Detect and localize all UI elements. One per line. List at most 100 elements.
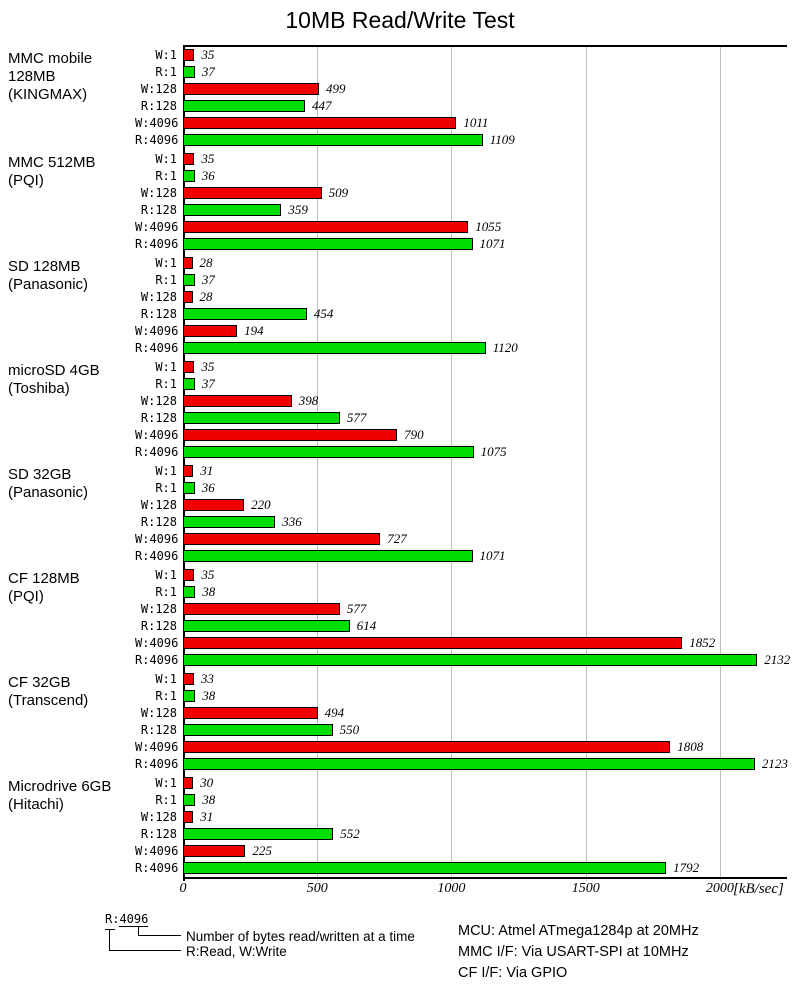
category-label: W:128 [140, 82, 177, 96]
bar-value-label: 37 [201, 272, 215, 287]
bar-row: R:1 38 [135, 792, 699, 807]
bar-read [183, 308, 307, 320]
gridline [585, 47, 587, 881]
bar-read [183, 620, 350, 632]
bar-value-label: 447 [312, 98, 332, 113]
category-label: R:1 [155, 377, 177, 391]
group-label: Microdrive 6GB (Hitachi) [8, 777, 135, 874]
bar-row: W:1 35 [135, 48, 515, 61]
bar-value-label: 28 [199, 289, 213, 304]
bar-read [183, 794, 196, 806]
bar-value-label: 38 [202, 792, 216, 807]
category-label: W:4096 [135, 428, 179, 442]
note-line: MCU: Atmel ATmega1284p at 20MHz [458, 923, 699, 939]
bar-row: W:128 494 [135, 706, 788, 719]
bar-row: W:1 31 [135, 463, 506, 478]
category-label: W:128 [140, 810, 177, 824]
category-label: W:1 [155, 672, 177, 686]
note-line: CF I/F: Via GPIO [458, 965, 568, 981]
bar-row: R:128 552 [135, 827, 699, 840]
group-label-line: (Hitachi) [8, 796, 64, 813]
bar-row: W:128 509 [135, 186, 506, 199]
bar-read [183, 690, 196, 702]
bar-value-label: 398 [298, 393, 319, 408]
bar-row: R:4096 1075 [135, 444, 507, 459]
bar-row: W:4096 1808 [135, 739, 788, 754]
x-axis-line [183, 877, 787, 879]
x-tick-label: 500 [306, 881, 328, 896]
bar-value-label: 31 [200, 463, 214, 478]
bar-value-label: 1071 [479, 236, 506, 251]
bar-value-label: 1075 [480, 444, 507, 459]
bar-value-label: 30 [200, 775, 214, 790]
category-label: W:1 [155, 152, 177, 166]
note-line: MMC I/F: Via USART-SPI at 10MHz [458, 944, 689, 960]
hardware-notes: MCU: Atmel ATmega1284p at 20MHz MMC I/F: … [458, 921, 699, 984]
group-label-line: (PQI) [8, 172, 44, 189]
bar-value-label: 35 [201, 567, 215, 582]
category-label: R:1 [155, 481, 177, 495]
category-label: W:4096 [135, 116, 179, 130]
bar-read [183, 654, 758, 666]
category-label: W:1 [155, 360, 177, 374]
bar-row: R:1 36 [135, 169, 506, 182]
group-label-line: MMC mobile [8, 50, 93, 67]
category-label: R:4096 [135, 341, 179, 355]
bar-row: R:4096 1120 [135, 341, 518, 355]
bar-value-label: 454 [313, 306, 334, 321]
bar-value-label: 359 [288, 202, 308, 217]
category-label: R:1 [155, 689, 177, 703]
bar-write [183, 637, 683, 649]
category-label: R:128 [140, 515, 177, 529]
bar-value-label: 38 [202, 688, 216, 703]
bar-value-label: 1808 [677, 739, 704, 754]
legend-callout-lines [105, 927, 181, 951]
group-label: MMC mobile 128MB (KINGMAX) [8, 49, 135, 146]
category-label: R:1 [155, 65, 177, 79]
category-label: R:4096 [135, 237, 179, 251]
chart-group: MMC mobile 128MB (KINGMAX) W:1 35 R:1 37 W:128 4… [8, 48, 792, 146]
category-label: R:128 [140, 203, 177, 217]
bar-row: R:128 359 [135, 202, 506, 217]
group-label-line: SD 32GB [8, 466, 72, 483]
category-label: W:1 [155, 464, 177, 478]
bar-read [183, 724, 333, 736]
plot-top-border [183, 45, 787, 47]
bar-row: R:128 336 [135, 515, 506, 529]
bar-write [183, 777, 194, 789]
bar-write [183, 325, 238, 337]
group-label-line: SD 128MB [8, 258, 81, 275]
bar-value-label: 33 [200, 671, 214, 686]
category-label: W:1 [155, 568, 177, 582]
y-axis-line [183, 47, 185, 881]
bar-write [183, 845, 246, 857]
bar-write [183, 117, 457, 129]
group-bars: W:1 30 R:1 38 W:128 31 R:128 552 W:4096 225 R:4096… [135, 775, 699, 874]
bar-read [183, 828, 334, 840]
bar-write [183, 395, 292, 407]
bar-value-label: 28 [199, 255, 213, 270]
bar-read [183, 204, 282, 216]
chart-group: microSD 4GB (Toshiba) W:1 35 R:1 37 W:128 398 R:… [8, 360, 792, 459]
bar-value-label: 1071 [479, 548, 506, 563]
group-label: MMC 512MB (PQI) [8, 153, 135, 250]
bar-read [183, 274, 195, 286]
bar-row: W:128 499 [135, 82, 515, 96]
bar-value-label: 194 [244, 323, 264, 338]
bar-row: W:4096 1055 [135, 220, 506, 233]
bar-value-label: 577 [346, 410, 367, 425]
bar-read [183, 238, 473, 250]
gridline [719, 47, 721, 881]
bar-row: W:1 28 [135, 255, 518, 270]
bar-write [183, 153, 195, 165]
group-label-line: CF 128MB [8, 570, 80, 587]
bar-write [183, 603, 340, 615]
bar-read [183, 66, 195, 78]
bar-row: W:4096 1852 [135, 636, 790, 649]
bar-read [183, 446, 474, 458]
group-bars: W:1 35 R:1 36 W:128 509 R:128 359 W:4096 1055 R:40… [135, 152, 506, 251]
bar-write [183, 707, 318, 719]
bar-row: R:4096 1071 [135, 548, 506, 563]
bar-value-label: 1011 [463, 115, 489, 130]
